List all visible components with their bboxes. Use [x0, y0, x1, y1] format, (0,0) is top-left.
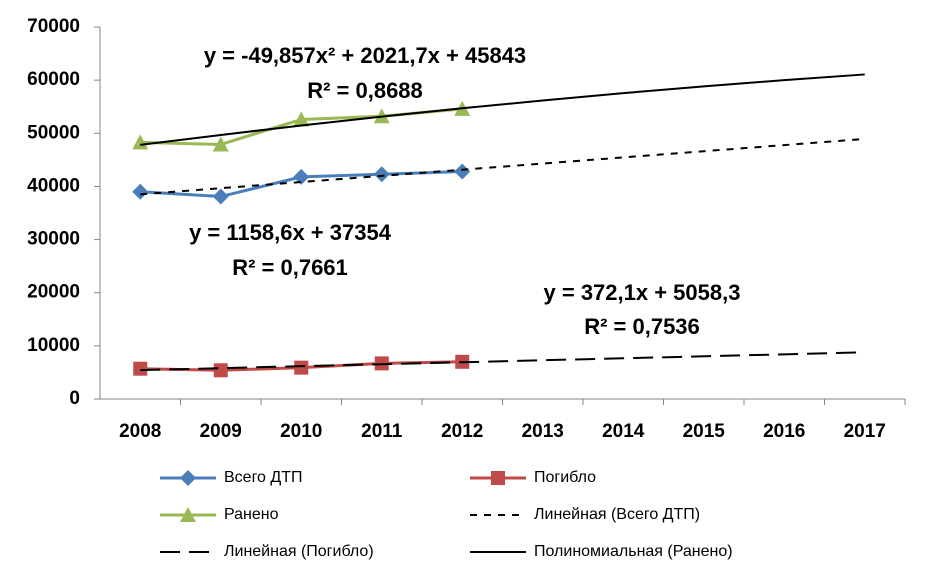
legend-label: Линейная (Погибло): [224, 543, 374, 560]
x-tick-label: 2011: [361, 421, 403, 442]
annotation: R² = 0,7536: [584, 314, 700, 339]
y-tick-label: 0: [69, 388, 80, 409]
trendline: [140, 73, 865, 146]
legend-label: Ранено: [224, 506, 279, 523]
data-point: [293, 168, 310, 185]
y-tick-label: 50000: [27, 122, 80, 143]
data-point: [454, 163, 471, 180]
trendline: [140, 351, 865, 372]
data-point: [133, 361, 148, 376]
x-tick-label: 2017: [844, 421, 886, 442]
legend-marker: [180, 470, 196, 486]
data-point: [132, 134, 149, 150]
annotation: R² = 0,8688: [307, 78, 423, 103]
x-tick-label: 2013: [522, 421, 564, 442]
data-point: [294, 360, 309, 375]
y-tick-label: 20000: [27, 282, 80, 303]
legend-label: Полиномиальная (Ранено): [534, 543, 733, 560]
y-tick-label: 40000: [27, 175, 80, 196]
x-tick-label: 2014: [602, 421, 645, 442]
data-point: [213, 363, 228, 378]
y-tick-label: 30000: [27, 229, 80, 250]
annotation: y = -49,857x² + 2021,7x + 45843: [204, 43, 526, 68]
y-tick-label: 60000: [27, 69, 80, 90]
x-tick-label: 2010: [280, 421, 322, 442]
trendline: [140, 137, 865, 196]
data-point: [212, 136, 229, 152]
data-point: [212, 188, 229, 205]
data-point: [373, 166, 390, 183]
data-point: [132, 183, 149, 200]
annotation: y = 1158,6x + 37354: [189, 220, 392, 245]
y-tick-label: 70000: [27, 16, 80, 37]
legend-marker: [491, 471, 505, 485]
x-tick-label: 2012: [441, 421, 483, 442]
legend-marker: [180, 507, 196, 522]
annotation: y = 372,1x + 5058,3: [544, 280, 741, 305]
annotation: R² = 0,7661: [232, 255, 348, 280]
legend-label: Линейная (Всего ДТП): [534, 506, 700, 523]
data-point: [293, 111, 310, 127]
legend-label: Погибло: [534, 469, 596, 486]
x-tick-label: 2015: [683, 421, 726, 442]
x-tick-label: 2008: [119, 421, 161, 442]
legend-label: Всего ДТП: [224, 469, 303, 486]
x-tick-label: 2016: [763, 421, 805, 442]
y-tick-label: 10000: [27, 335, 80, 356]
x-tick-label: 2009: [200, 421, 242, 442]
